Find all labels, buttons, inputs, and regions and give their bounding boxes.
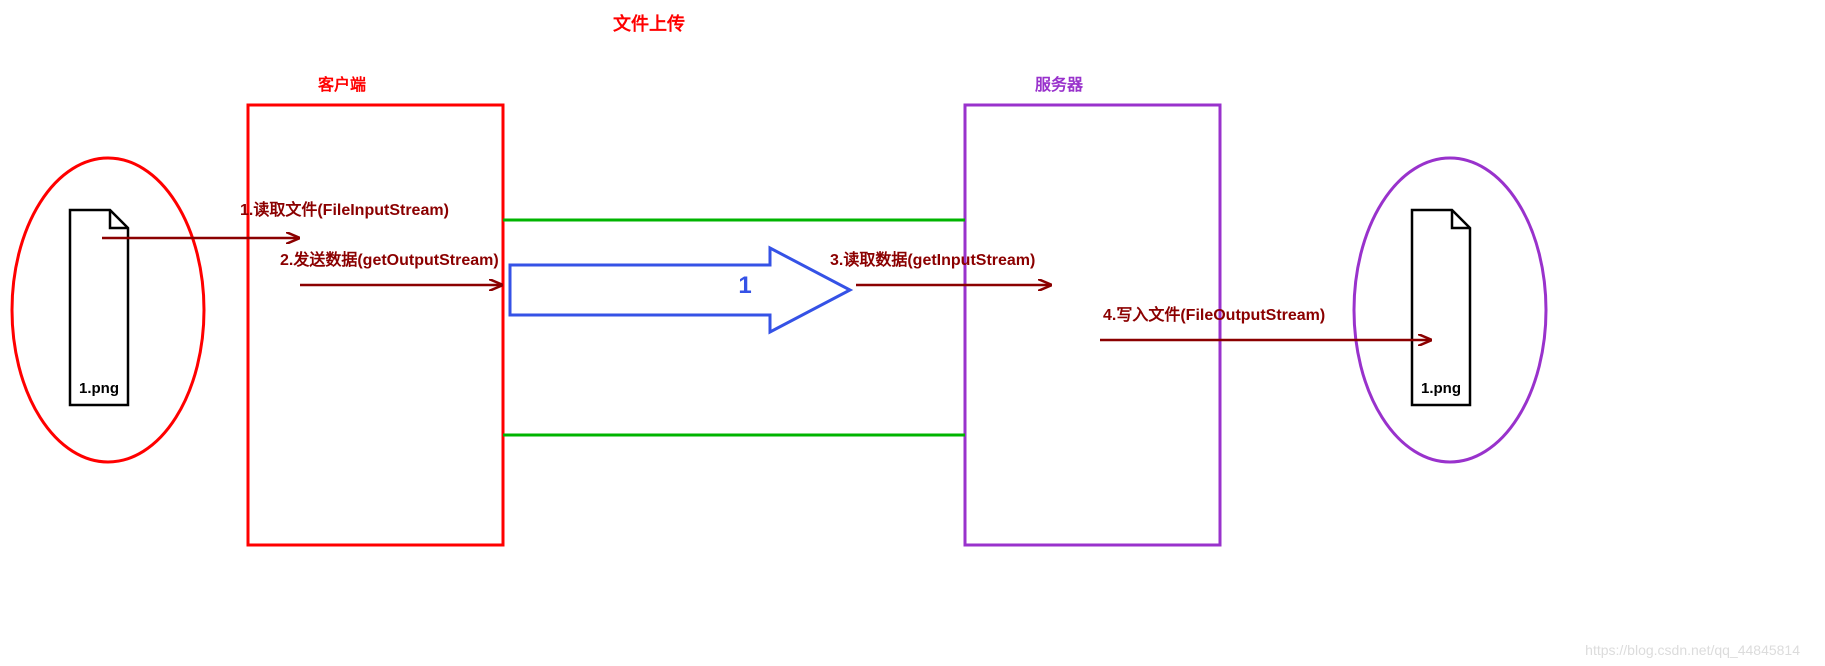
dest-file-icon: 1.png (1412, 210, 1470, 405)
title: 文件上传 (613, 13, 685, 34)
canvas (0, 0, 1825, 666)
watermark: https://blog.csdn.net/qq_44845814 (1585, 642, 1800, 658)
server-label: 服务器 (1035, 75, 1084, 94)
step-s4-label: 4.写入文件(FileOutputStream) (1103, 305, 1325, 324)
client-label: 客户端 (318, 75, 366, 94)
dest-file-icon-label: 1.png (1421, 380, 1461, 397)
src-file-icon-label: 1.png (79, 380, 119, 397)
big-arrow-label: 1 (738, 272, 751, 299)
step-s2-label: 2.发送数据(getOutputStream) (280, 250, 499, 269)
step-s1-label: 1.读取文件(FileInputStream) (240, 200, 449, 219)
step-s3-label: 3.读取数据(getInputStream) (830, 250, 1035, 269)
